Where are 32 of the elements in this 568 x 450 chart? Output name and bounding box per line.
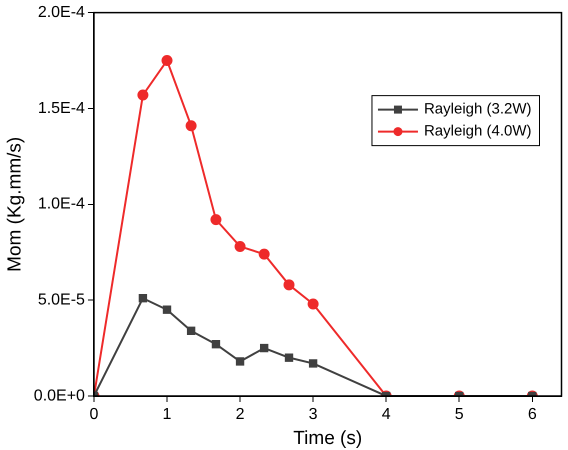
x-tick-label: 1 <box>162 406 172 424</box>
x-axis-title: Time (s) <box>293 428 362 449</box>
point <box>236 357 244 366</box>
point <box>162 306 172 314</box>
y-tick-label: 0.0E+0 <box>34 387 86 404</box>
x-tick-label: 2 <box>236 406 245 424</box>
point <box>284 279 295 290</box>
x-tick-label: 6 <box>528 406 537 424</box>
point <box>162 55 173 66</box>
point <box>138 294 148 302</box>
point <box>186 120 197 132</box>
x-tick-label: 5 <box>454 406 464 424</box>
legend-label: Rayleigh (3.2W) <box>424 100 532 118</box>
point <box>186 326 196 336</box>
point <box>212 340 220 348</box>
point <box>284 353 294 362</box>
point <box>258 248 270 260</box>
point <box>308 359 318 368</box>
point <box>210 214 222 226</box>
x-tick-label: 0 <box>90 406 99 424</box>
point <box>234 240 246 252</box>
y-tick-label: 1.0E-4 <box>38 196 86 213</box>
point <box>137 90 148 101</box>
y-tick-label: 2.0E-4 <box>38 4 86 22</box>
y-tick-label: 1.5E-4 <box>38 100 86 117</box>
x-tick-label: 4 <box>382 406 391 424</box>
legend-label: Rayleigh (4.0W) <box>424 122 532 140</box>
x-tick-label: 3 <box>308 406 318 424</box>
point <box>308 298 319 310</box>
point <box>260 344 268 352</box>
y-tick-label: 5.0E-5 <box>38 292 86 309</box>
y-axis-title: Mom (Kg.mm/s) <box>4 136 26 272</box>
